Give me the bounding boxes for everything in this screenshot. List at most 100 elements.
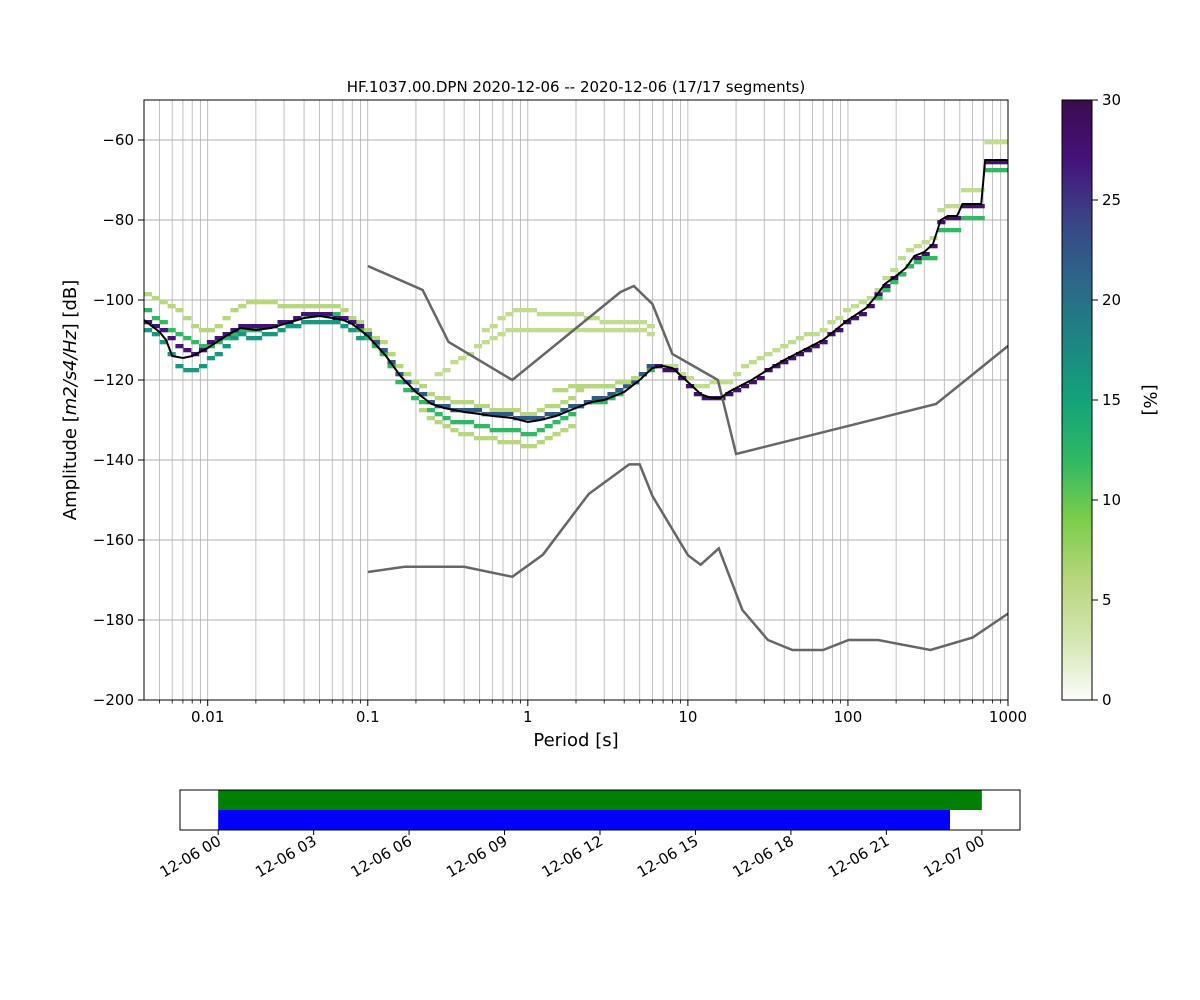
heatmap-cell <box>733 388 742 393</box>
heatmap-cell <box>489 336 498 341</box>
heatmap-cell <box>576 388 585 393</box>
heatmap-cell <box>803 348 812 353</box>
heatmap-cell <box>222 332 231 337</box>
heatmap-cell <box>442 368 451 373</box>
heatmap-cell <box>418 392 428 397</box>
heatmap-cell <box>175 332 184 337</box>
heatmap-cell <box>442 396 451 401</box>
heatmap-cell <box>191 324 200 329</box>
heatmap-cell <box>473 404 483 409</box>
heatmap-cell <box>356 336 365 341</box>
heatmap-cell <box>151 316 161 321</box>
heatmap-cell <box>544 328 553 333</box>
heatmap-cell <box>316 320 325 325</box>
heatmap-cell <box>630 328 640 333</box>
heatmap-cell <box>277 320 286 325</box>
heatmap-cell <box>497 412 506 417</box>
heatmap-cell <box>913 256 922 261</box>
heatmap-cell <box>599 384 608 389</box>
heatmap-cell <box>764 352 773 357</box>
heatmap-cell <box>780 360 789 365</box>
heatmap-cell <box>662 368 671 373</box>
heatmap-cell <box>411 396 420 401</box>
heatmap-cell <box>599 328 608 333</box>
heatmap-cell <box>521 432 530 437</box>
heatmap-cell <box>552 420 561 425</box>
heatmap-cell <box>544 424 553 429</box>
heatmap-cell <box>929 236 938 241</box>
heatmap-cell <box>466 432 475 437</box>
heatmap-cell <box>521 444 530 449</box>
heatmap-cell <box>450 420 459 425</box>
heatmap-cell <box>489 436 498 441</box>
heatmap-cell <box>301 320 310 325</box>
heatmap-cell <box>285 324 294 329</box>
heatmap-cell <box>301 312 310 317</box>
heatmap-cell <box>308 312 318 317</box>
heatmap-cell <box>473 424 483 429</box>
heatmap-cell <box>843 308 852 313</box>
heatmap-cell <box>466 420 475 425</box>
heatmap-cell <box>803 332 812 337</box>
heatmap-cell <box>536 440 545 445</box>
x-tick-label: 0.1 <box>356 708 380 726</box>
heatmap-cell <box>363 332 373 337</box>
heatmap-cell <box>144 308 153 313</box>
heatmap-cell <box>552 312 561 317</box>
heatmap-cell <box>835 316 844 321</box>
heatmap-cell <box>521 328 530 333</box>
heatmap-cell <box>371 336 380 341</box>
heatmap-cell <box>191 340 200 345</box>
heatmap-cell <box>167 328 176 333</box>
heatmap-cell <box>489 408 498 413</box>
noise-model-line <box>367 463 1008 652</box>
heatmap-cell <box>167 336 176 341</box>
heatmap-cell <box>450 400 459 405</box>
heatmap-cell <box>560 416 569 421</box>
colorbar-ticks: 0 5 10 15 20 25 30 <box>1092 91 1121 709</box>
mean-curve <box>144 159 1008 424</box>
heatmap-cell <box>159 300 168 305</box>
colorbar-tick-label: 0 <box>1102 691 1112 709</box>
timeline-tick-label: 12-06 00 <box>157 832 224 881</box>
heatmap-cell <box>858 300 867 305</box>
heatmap-cell <box>277 304 286 309</box>
heatmap-cell <box>638 320 647 325</box>
heatmap-cell <box>984 168 993 173</box>
heatmap-cell <box>623 384 632 389</box>
heatmap-cell <box>623 380 632 385</box>
x-tick-label: 1000 <box>989 708 1027 726</box>
heatmap-cell <box>717 380 726 385</box>
heatmap-cell <box>497 408 506 413</box>
heatmap-cell <box>874 296 883 301</box>
heatmap-cell <box>340 308 349 313</box>
heatmap-cell <box>513 416 522 421</box>
heatmap-cell <box>332 304 341 309</box>
heatmap-cell <box>473 344 483 349</box>
timeline-tick-label: 12-06 15 <box>634 832 701 881</box>
timeline-tick-label: 12-06 12 <box>539 832 606 881</box>
heatmap-cell <box>481 340 490 345</box>
x-tick-label: 100 <box>834 708 863 726</box>
heatmap-cell <box>945 204 954 209</box>
heatmap-cell <box>819 340 828 345</box>
heatmap-cell <box>630 376 640 381</box>
x-tick-label: 0.01 <box>191 708 224 726</box>
heatmap-cell <box>481 424 490 429</box>
heatmap-cell <box>882 284 891 289</box>
heatmap-cell <box>850 316 860 321</box>
heatmap-cell <box>458 356 467 361</box>
noise-model-line <box>367 264 1008 456</box>
heatmap-cell <box>481 328 490 333</box>
heatmap-cell <box>576 384 585 389</box>
heatmap-cell <box>348 328 357 333</box>
heatmap-cell <box>568 384 577 389</box>
colorbar-label: [%] <box>1139 384 1160 415</box>
heatmap-cell <box>544 404 553 409</box>
heatmap-cell <box>866 296 875 301</box>
heatmap-cell <box>183 316 192 321</box>
heatmap-cell <box>992 168 1001 173</box>
heatmap-cell <box>607 384 616 389</box>
heatmap-cell <box>261 300 270 305</box>
heatmap-cell <box>599 320 608 325</box>
